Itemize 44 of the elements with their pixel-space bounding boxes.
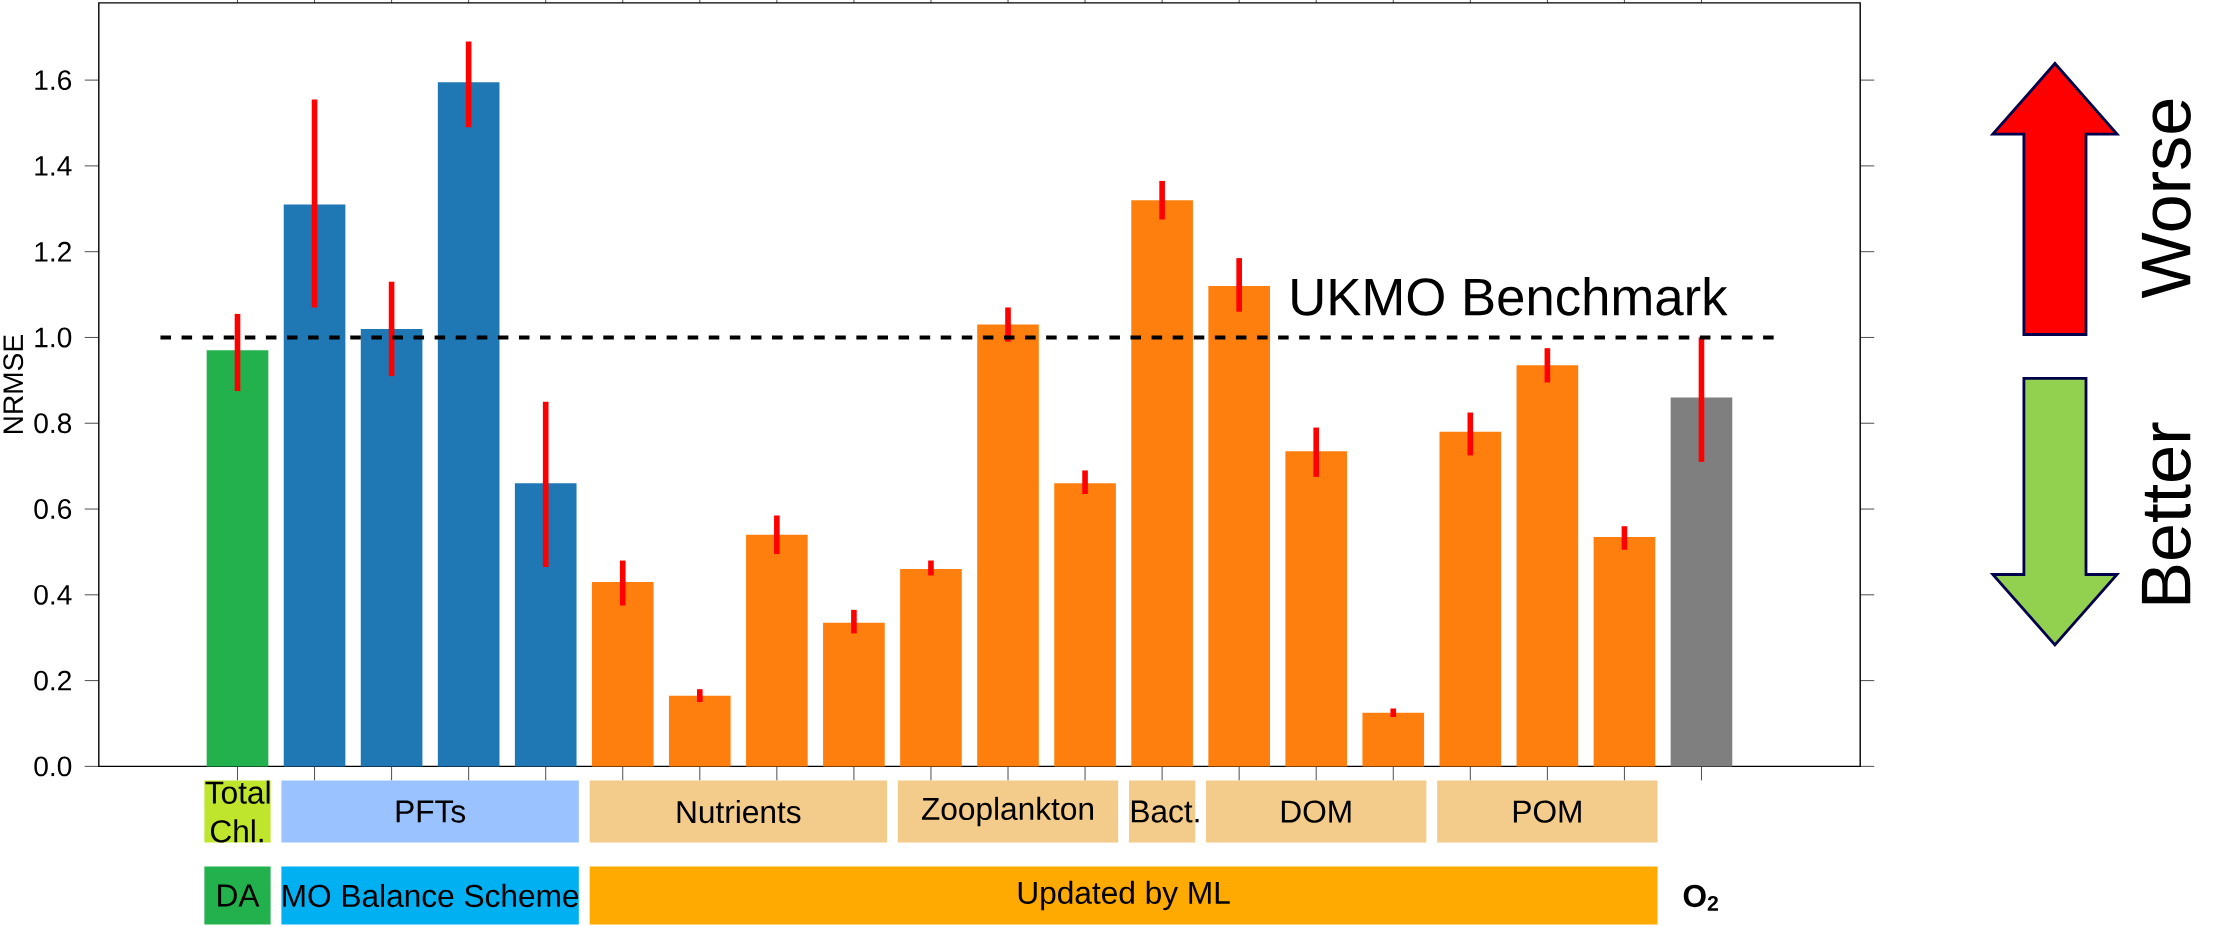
text: Total Chl.: [205, 780, 270, 843]
text: DA: [218, 884, 260, 907]
bar: [823, 622, 885, 767]
bar: [360, 328, 423, 767]
bar: [1131, 200, 1193, 767]
y-tick-label: 0.0: [34, 756, 72, 777]
y-axis-title: NRMSE: [3, 335, 24, 434]
bar: [283, 204, 346, 767]
text: Nutrients: [677, 800, 801, 824]
y-tick-label: 0.4: [34, 584, 72, 605]
bar: [977, 324, 1039, 767]
y-tick-label: 0.6: [34, 499, 72, 520]
y-tick-label: 0.2: [34, 670, 71, 691]
y-tick-label: 1.4: [35, 156, 72, 176]
bar: [514, 483, 577, 767]
bar: [1670, 397, 1733, 767]
bar: [1439, 431, 1502, 767]
bar: [1593, 536, 1656, 767]
bar: [1208, 286, 1270, 767]
text: PFTs: [396, 800, 466, 823]
bar: [1362, 712, 1425, 767]
text: Updated by ML: [1018, 880, 1230, 911]
text: Bact.: [1131, 800, 1199, 823]
bar: [668, 695, 731, 767]
bar: [437, 82, 500, 767]
bar: [1054, 483, 1116, 767]
bar: [591, 582, 654, 767]
bar: [1285, 451, 1348, 767]
text: MO Balance Scheme: [283, 883, 579, 908]
bar: [746, 534, 808, 767]
text: Worse: [2141, 99, 2191, 299]
text: DOM: [1281, 800, 1351, 823]
y-tick-label: 1.6: [35, 70, 72, 91]
y-tick-label: 1.0: [35, 327, 72, 348]
text: Zooplankton: [921, 796, 1093, 827]
text: Better: [2141, 422, 2191, 604]
text: POM: [1513, 800, 1581, 823]
bar: [900, 569, 962, 767]
bar: [206, 350, 269, 767]
bar: [1516, 365, 1579, 767]
text: O$_{2}$: [1683, 884, 1718, 911]
y-tick-label: 0.8: [34, 413, 72, 434]
ref-line-label: UKMO Benchmark: [1292, 277, 1728, 316]
y-tick-label: 1.2: [35, 241, 71, 262]
